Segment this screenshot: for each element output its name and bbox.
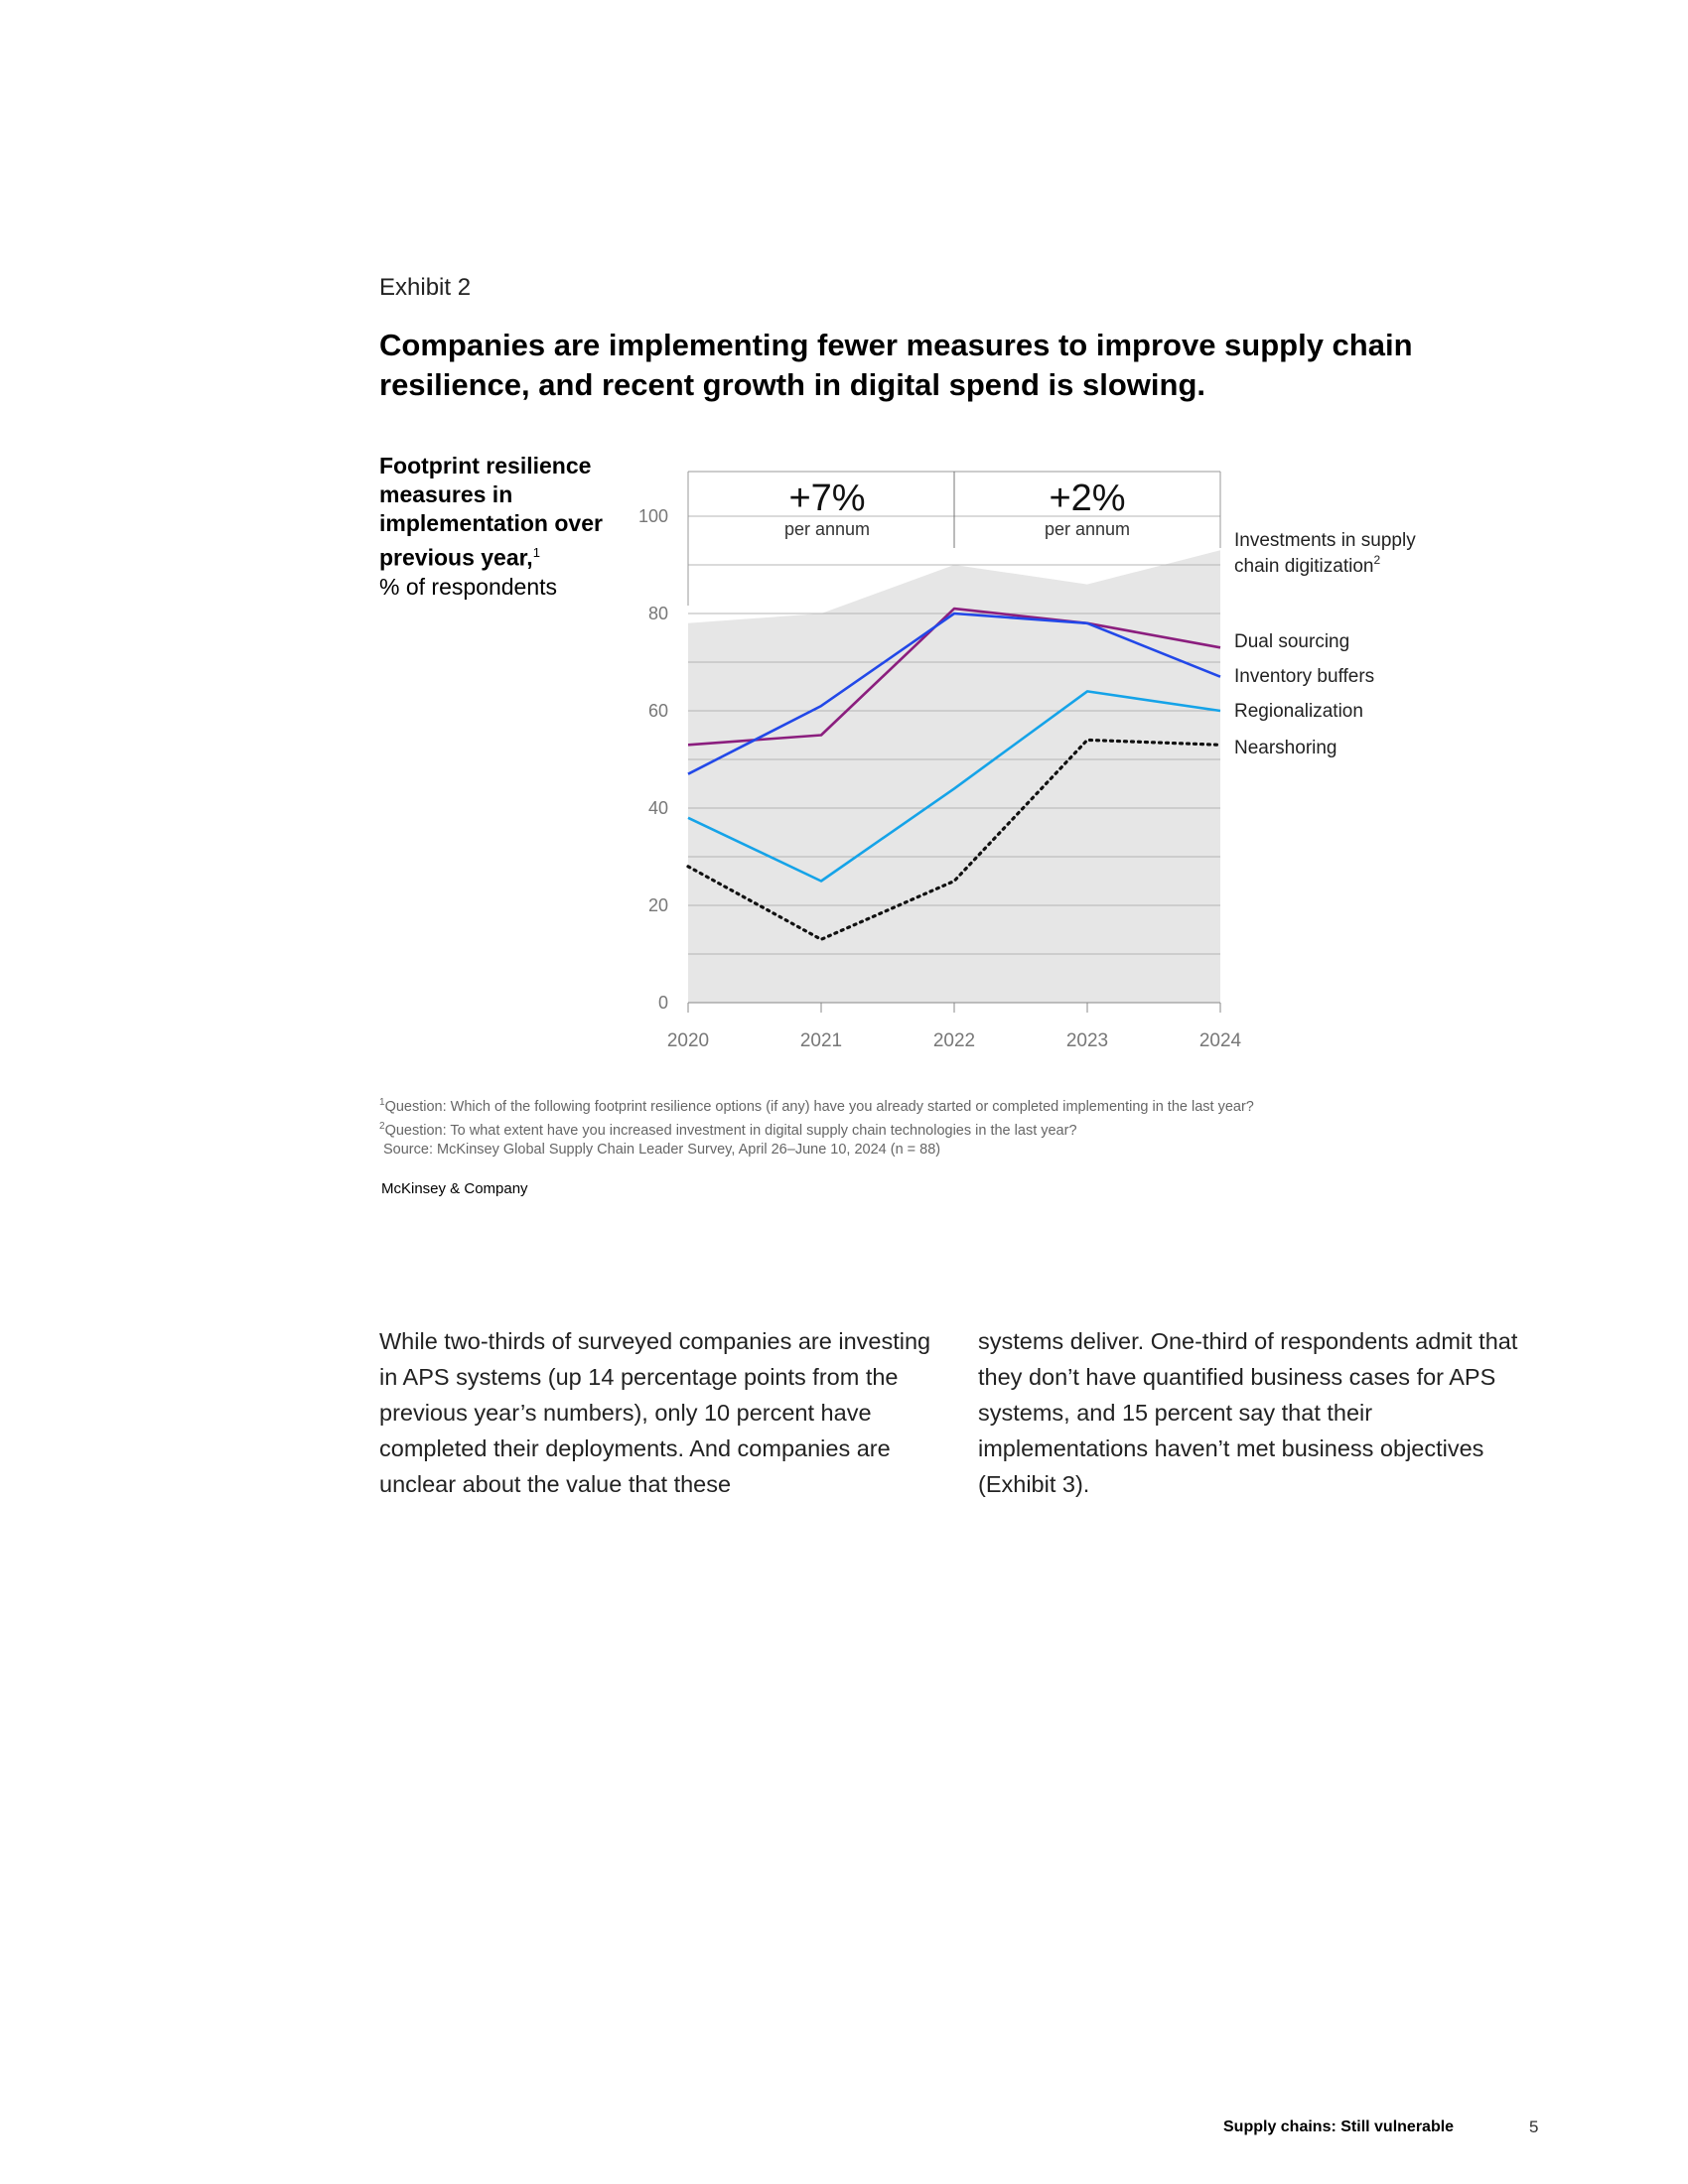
footer-title: Supply chains: Still vulnerable [1223,2118,1455,2135]
exhibit-label: Exhibit 2 [379,274,472,301]
y-tick-label: 20 [648,895,668,915]
y-tick-label: 80 [648,604,668,623]
y-tick-label: 40 [648,798,668,818]
exhibit-title: Companies are implementing fewer measure… [379,328,1413,402]
footnote-2: 2Question: To what extent have you incre… [379,1120,1077,1139]
x-tick-label: 2024 [1199,1030,1242,1051]
x-tick-label: 2021 [800,1030,842,1051]
footnotes: 1Question: Which of the following footpr… [379,1093,1571,1160]
y-tick-label: 60 [648,701,668,721]
growth-rate-value: +2% [1049,478,1125,519]
series-line-nearshoring [686,738,1222,941]
y-axis-title-bold: Footprint resilience measures in impleme… [379,453,603,571]
legend-label: Nearshoring [1234,738,1337,758]
y-axis-title-footnote-ref: 1 [532,545,540,560]
legend-label: Dual sourcing [1234,631,1349,652]
body-text-right: systems deliver. One-third of respondent… [978,1328,1518,1497]
footnote-1: 1Question: Which of the following footpr… [379,1097,1254,1115]
y-axis-title: Footprint resilience measures in impleme… [379,452,613,602]
growth-rate-unit: per annum [784,519,870,539]
series-line-regionalization [687,690,1221,883]
x-tick-label: 2022 [933,1030,975,1051]
publisher-name: McKinsey & Company [381,1180,528,1197]
digitization-area [688,550,1220,1003]
y-tick-label: 100 [638,506,668,526]
growth-rate-value: +7% [788,478,865,519]
source-note: Source: McKinsey Global Supply Chain Lea… [383,1141,941,1158]
legend-label: Inventory buffers [1234,666,1374,687]
x-tick-label: 2020 [667,1030,709,1051]
series-line-dual-sourcing [687,607,1221,747]
page-number: 5 [1529,2117,1539,2136]
series-line-inventory-buffers [687,612,1221,775]
legend-label: Regionalization [1234,701,1363,722]
growth-rate-unit: per annum [1045,519,1130,539]
legend-investments-digitization: Investments in supply chain digitization2 [1234,530,1416,577]
x-tick-label: 2023 [1066,1030,1108,1051]
y-axis-unit: % of respondents [379,573,558,600]
body-text-left: While two-thirds of surveyed companies a… [379,1328,931,1497]
y-tick-label: 0 [658,993,668,1013]
